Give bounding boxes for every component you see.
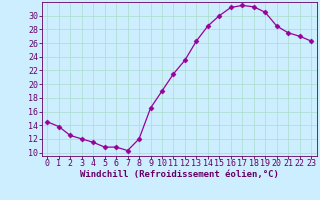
X-axis label: Windchill (Refroidissement éolien,°C): Windchill (Refroidissement éolien,°C) [80,170,279,179]
